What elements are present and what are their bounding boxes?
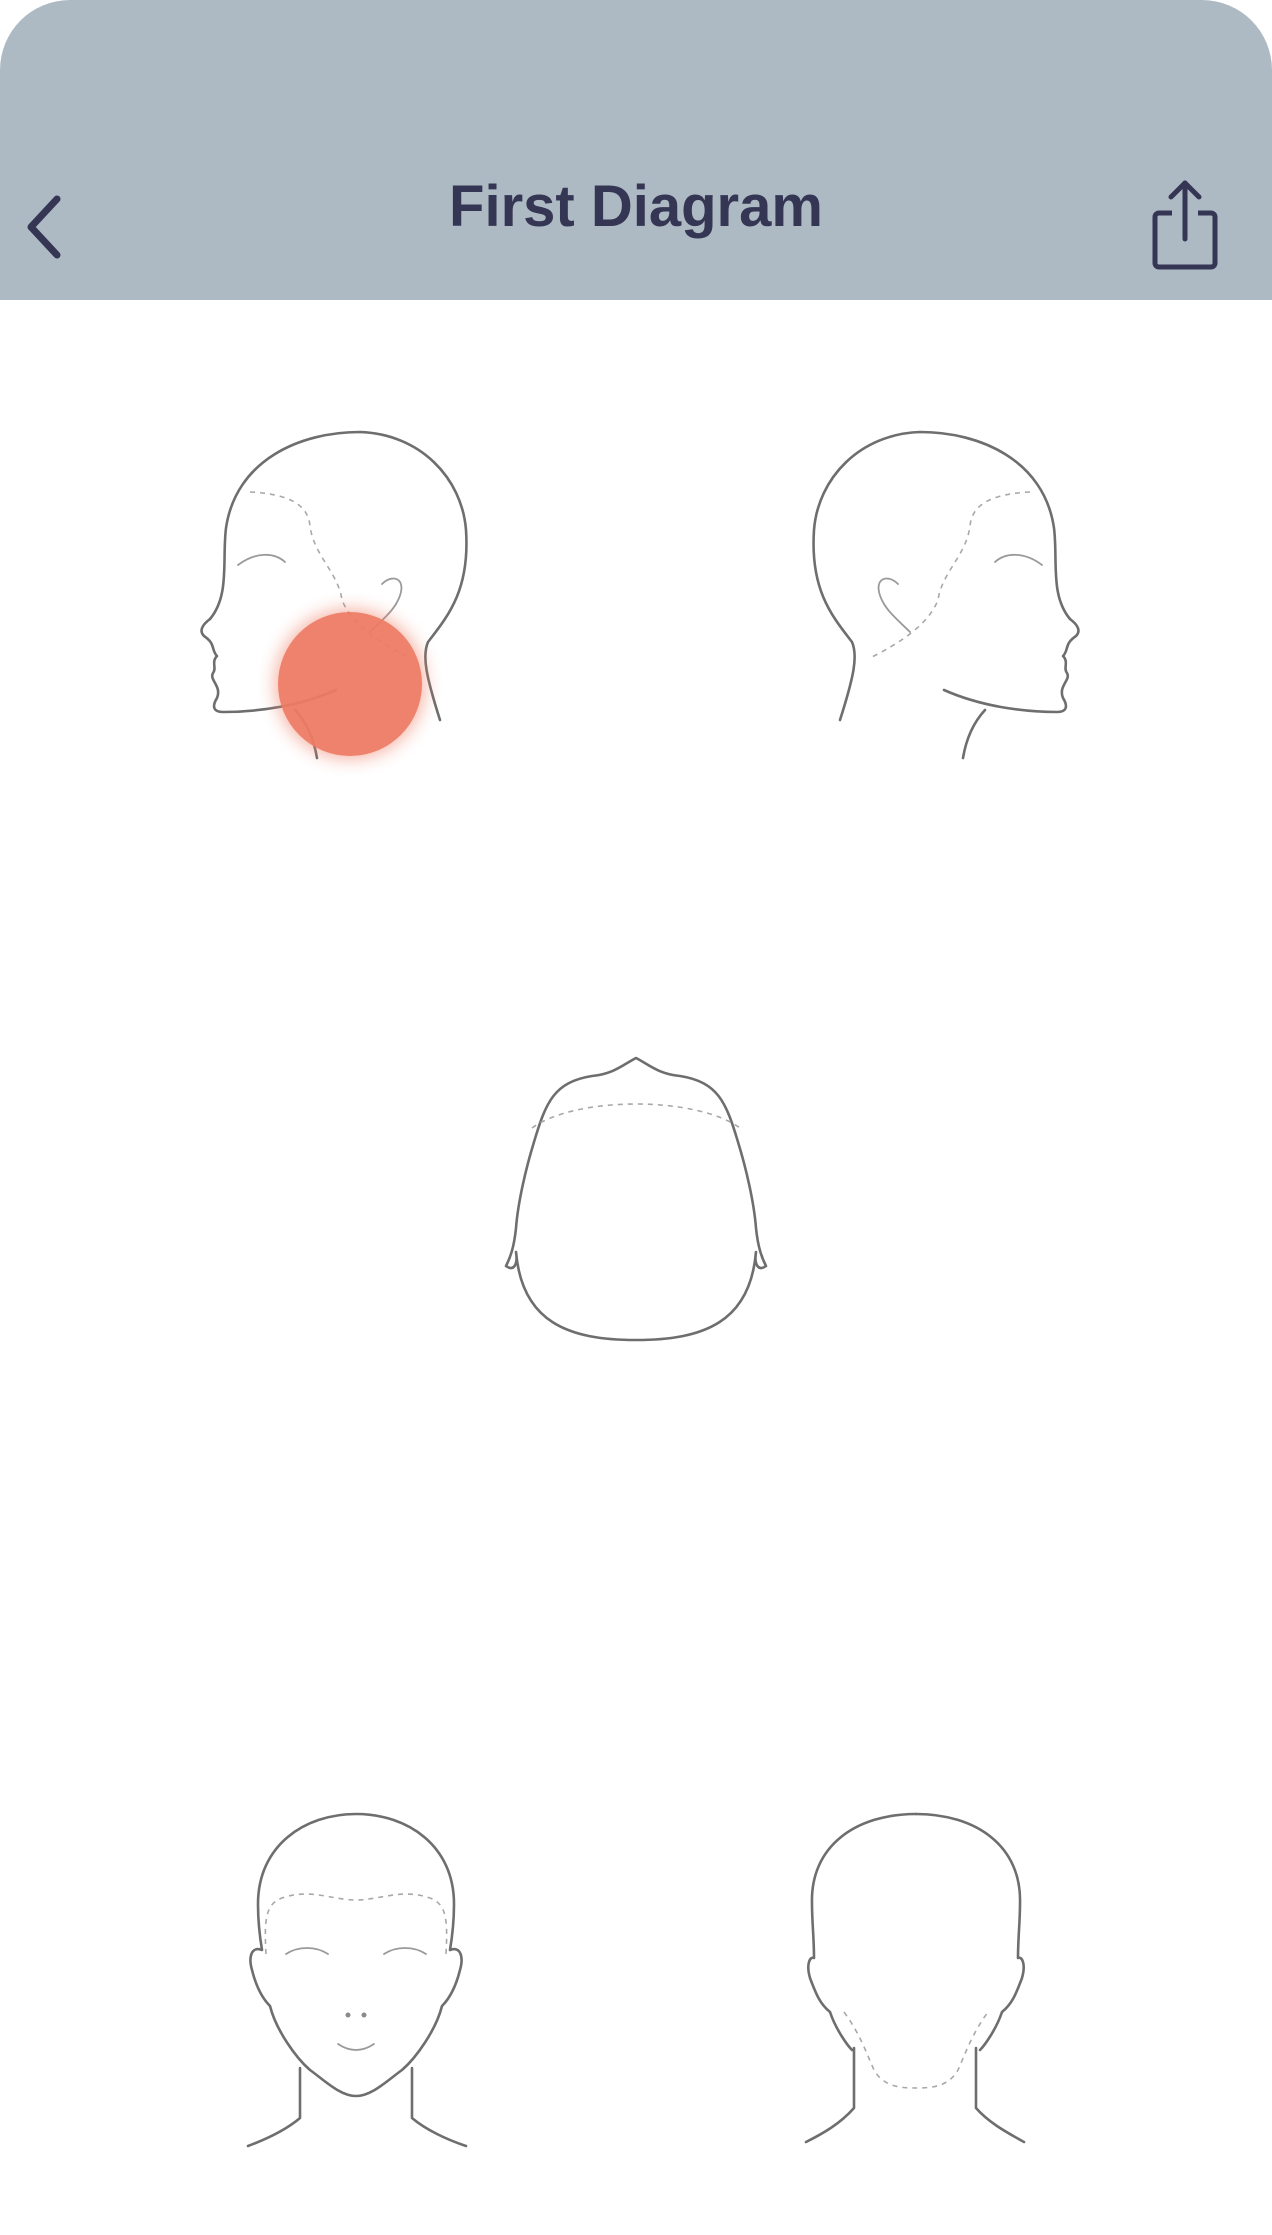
share-button[interactable] [1140, 170, 1230, 280]
chevron-left-icon [27, 195, 61, 259]
right-profile-head-view[interactable] [794, 420, 1094, 760]
back-button[interactable] [0, 170, 90, 280]
front-head-view[interactable] [240, 1808, 480, 2158]
share-icon [1152, 180, 1218, 270]
back-head-view[interactable] [800, 1808, 1040, 2158]
page-title: First Diagram [449, 174, 823, 239]
top-head-view[interactable] [496, 1052, 776, 1352]
app-header: First Diagram [0, 0, 1272, 300]
pain-marker[interactable] [278, 612, 422, 756]
